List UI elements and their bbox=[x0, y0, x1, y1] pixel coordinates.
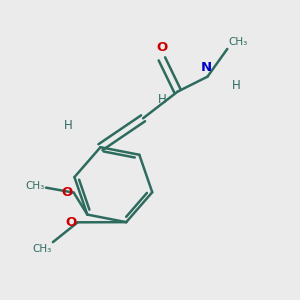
Text: H: H bbox=[158, 93, 167, 106]
Text: H: H bbox=[64, 119, 73, 132]
Text: N: N bbox=[200, 61, 211, 74]
Text: O: O bbox=[61, 186, 72, 199]
Text: O: O bbox=[65, 216, 76, 229]
Text: H: H bbox=[232, 79, 241, 92]
Text: CH₃: CH₃ bbox=[25, 181, 44, 191]
Text: CH₃: CH₃ bbox=[229, 38, 248, 47]
Text: CH₃: CH₃ bbox=[32, 244, 51, 254]
Text: O: O bbox=[156, 41, 167, 54]
